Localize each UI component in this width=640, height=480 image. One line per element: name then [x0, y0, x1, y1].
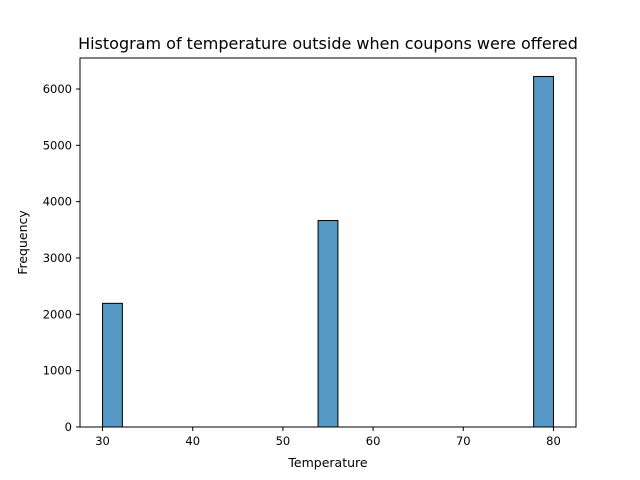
y-tick-label: 3000 — [43, 251, 72, 265]
y-axis-label: Frequency — [15, 210, 30, 275]
y-tick-label: 5000 — [43, 138, 72, 152]
y-tick-label: 0 — [65, 420, 72, 434]
x-axis-label: Temperature — [287, 455, 367, 470]
x-tick-label: 30 — [95, 434, 110, 448]
bars-group — [102, 75, 554, 428]
histogram-bar — [317, 220, 339, 428]
y-tick-label: 6000 — [43, 82, 72, 96]
x-tick-label: 80 — [546, 434, 561, 448]
x-tick-label: 40 — [185, 434, 200, 448]
x-tick-label: 50 — [276, 434, 291, 448]
y-tick-label: 1000 — [43, 364, 72, 378]
plot-frame — [79, 57, 577, 428]
y-tick-label: 4000 — [43, 195, 72, 209]
x-tick-label: 70 — [456, 434, 471, 448]
x-tick-label: 60 — [366, 434, 381, 448]
histogram-bar — [102, 302, 123, 428]
y-axis-ticks: 0 1000 2000 3000 4000 5000 6000 — [43, 82, 80, 434]
x-axis-ticks: 30 40 50 60 70 80 — [95, 427, 561, 448]
chart-title: Histogram of temperature outside when co… — [78, 34, 578, 53]
y-tick-label: 2000 — [43, 307, 72, 321]
histogram-bar — [533, 75, 554, 428]
